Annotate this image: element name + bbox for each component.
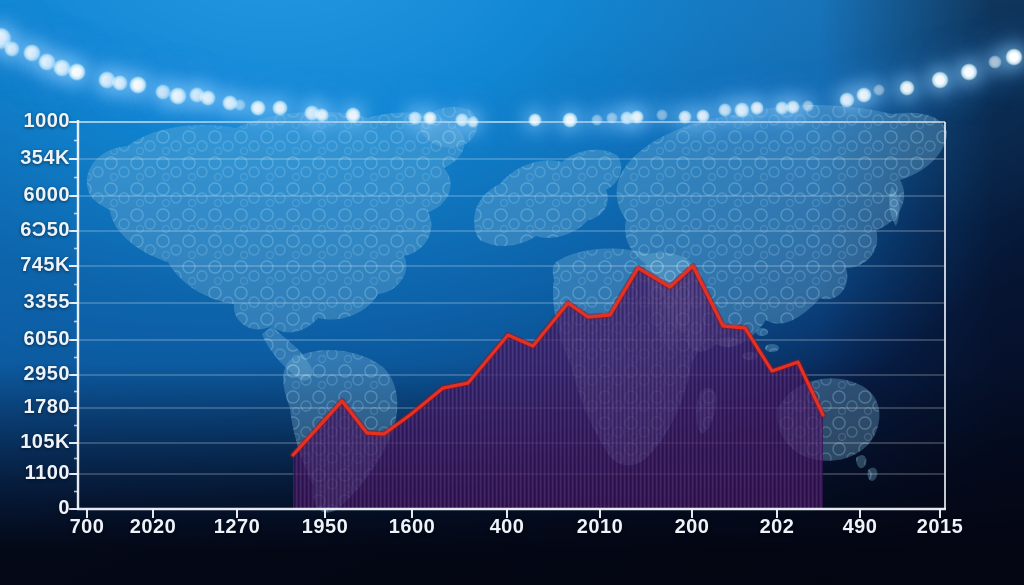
island-japan	[889, 186, 900, 226]
island-borneo	[756, 328, 768, 336]
axes-frame	[76, 120, 946, 511]
area-stripe-texture	[293, 266, 823, 509]
continent-north-america	[86, 111, 465, 333]
axis-ticks	[69, 121, 941, 518]
continent-europe	[474, 149, 622, 246]
island-new-zealand-south	[867, 467, 878, 481]
area-series	[290, 263, 826, 509]
trend-line	[291, 264, 825, 457]
island-new-zealand-north	[856, 455, 867, 469]
island-newguinea	[765, 344, 779, 352]
